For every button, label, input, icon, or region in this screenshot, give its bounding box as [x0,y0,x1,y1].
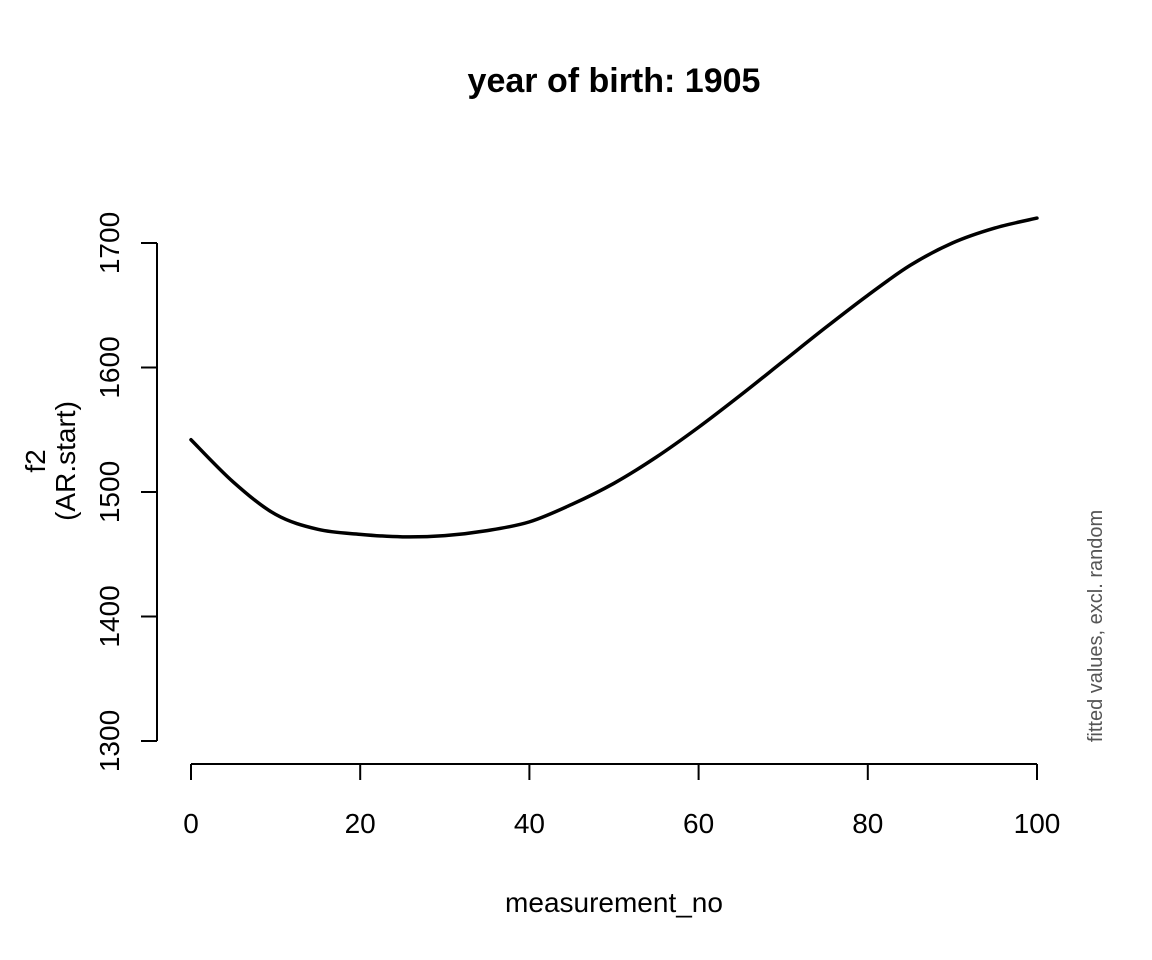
x-tick-label: 80 [852,808,883,839]
x-tick-label: 20 [345,808,376,839]
y-tick-label: 1600 [94,336,125,398]
side-note: fitted values, excl. random [1085,510,1107,742]
y-tick-label: 1400 [94,585,125,647]
y-axis: 1300 1400 1500 1600 1700 [94,212,158,772]
x-axis-title: measurement_no [505,887,723,918]
y-tick-label: 1300 [94,710,125,772]
y-axis-title-line-2: (AR.start) [50,401,81,521]
x-axis: 0 20 40 60 80 100 [183,763,1061,839]
plot-series [189,216,1039,539]
y-tick-label: 1500 [94,461,125,523]
x-tick-label: 40 [514,808,545,839]
x-tick-label: 60 [683,808,714,839]
series-line-0 [189,216,1039,539]
y-axis-title-line-1: f2 [20,449,51,472]
chart-title: year of birth: 1905 [468,62,761,100]
y-tick-label: 1700 [94,212,125,274]
x-tick-label: 0 [183,808,199,839]
x-tick-label: 100 [1014,808,1061,839]
